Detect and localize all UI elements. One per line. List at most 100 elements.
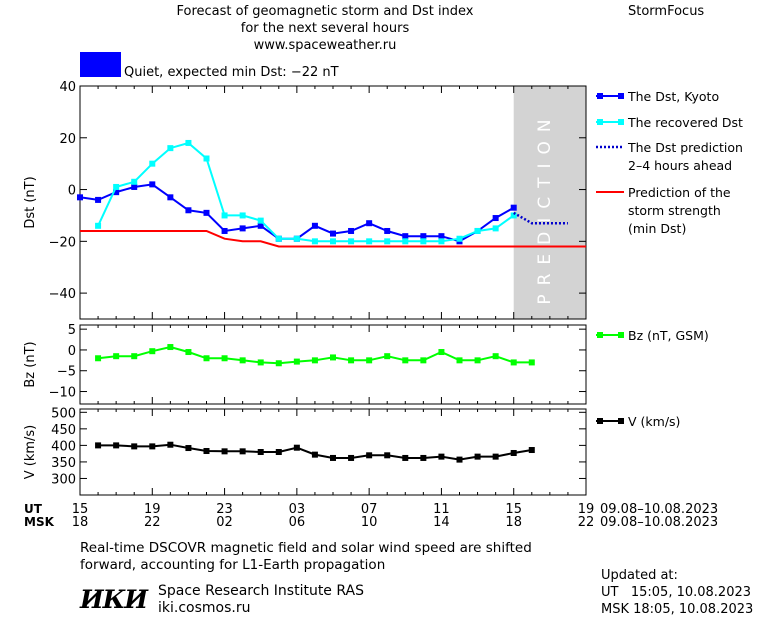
status-text: Quiet, expected min Dst: −22 nT <box>124 65 339 80</box>
iki-logo: ИКИ <box>80 585 148 614</box>
data-point <box>95 196 102 203</box>
data-point <box>167 194 174 201</box>
data-point <box>438 453 445 460</box>
data-point <box>384 238 391 245</box>
data-point <box>492 225 499 232</box>
data-point <box>438 238 445 245</box>
y-tick-label: 350 <box>51 456 76 471</box>
data-point <box>113 442 120 449</box>
legend-marker <box>597 93 603 99</box>
data-point <box>203 448 210 455</box>
legend-label: The Dst prediction <box>627 140 743 155</box>
data-point <box>239 448 246 455</box>
data-point <box>438 233 445 240</box>
y-tick-label: −40 <box>49 287 76 302</box>
msk-tick-label: 18 <box>71 515 89 530</box>
updated-msk: MSK 18:05, 10.08.2023 <box>601 602 754 617</box>
chart-title-url[interactable]: www.spaceweather.ru <box>253 38 397 53</box>
msk-tick-label: 06 <box>288 515 306 530</box>
series-line <box>79 183 515 243</box>
data-point <box>221 448 228 455</box>
data-point <box>510 212 517 219</box>
y-tick-label: 0 <box>68 184 76 199</box>
series-dst-1 <box>95 139 517 245</box>
data-point <box>167 441 174 448</box>
legend-item: The Dst prediction 2–4 hours ahead <box>596 140 743 173</box>
data-point <box>95 442 102 449</box>
data-point <box>131 183 138 190</box>
data-point <box>348 454 355 461</box>
ut-tick-label: 07 <box>360 502 378 517</box>
data-point <box>131 443 138 450</box>
y-tick-label: 450 <box>51 423 76 438</box>
data-point <box>384 452 391 459</box>
y-axis-label: V (km/s) <box>23 425 38 480</box>
data-point <box>239 357 246 364</box>
series-dst-3 <box>80 230 586 248</box>
msk-tick-label: 22 <box>144 515 161 530</box>
legend-item: Prediction of the storm strength (min Dst) <box>596 185 731 236</box>
data-point <box>167 344 174 351</box>
data-point <box>330 238 336 245</box>
data-point <box>149 160 156 167</box>
data-point <box>384 227 391 234</box>
footer-note-line1: Real-time DSCOVR magnetic field and sola… <box>80 540 532 556</box>
updated-ut: UT 15:05, 10.08.2023 <box>601 585 752 600</box>
chart-title-line1: Forecast of geomagnetic storm and Dst in… <box>176 4 474 19</box>
data-point <box>275 360 282 367</box>
y-tick-label: −10 <box>49 386 76 401</box>
institute-name: Space Research Institute RAS <box>158 583 364 599</box>
series-dst-0 <box>77 181 517 245</box>
data-point <box>528 447 535 454</box>
data-point <box>275 235 282 242</box>
legend-label: storm strength <box>628 203 721 218</box>
legend-item: V (km/s) <box>596 414 680 429</box>
updated-label: Updated at: <box>601 568 678 583</box>
ut-tick-label: 23 <box>216 502 233 517</box>
legend-label: The recovered Dst <box>627 115 743 130</box>
msk-tick-label: 14 <box>433 515 450 530</box>
data-point <box>456 357 463 364</box>
data-point <box>149 348 156 355</box>
series-v-0 <box>95 441 535 463</box>
legend-label: (min Dst) <box>628 221 686 236</box>
data-point <box>113 353 120 360</box>
msk-date-range: 09.08–10.08.2023 <box>600 515 719 530</box>
data-point <box>330 230 336 237</box>
data-point <box>221 212 228 219</box>
data-point <box>402 238 409 245</box>
ut-tick-label: 11 <box>433 502 450 517</box>
data-point <box>510 359 517 366</box>
data-point <box>221 227 228 234</box>
ut-tick-label: 15 <box>505 502 522 517</box>
data-point <box>149 181 156 188</box>
data-point <box>257 217 264 224</box>
legend-marker <box>618 119 624 125</box>
data-point <box>330 354 336 361</box>
data-point <box>113 189 120 196</box>
data-point <box>185 445 192 452</box>
data-point <box>474 357 481 364</box>
y-tick-label: 400 <box>51 439 76 454</box>
data-point <box>456 235 463 242</box>
panel-dst: PREDICTION 40 20 0 −20 −40 Dst (nT) The Dst, Ky… <box>23 80 743 320</box>
series-line <box>97 141 515 243</box>
footer-note-line2: forward, accounting for L1-Earth propaga… <box>80 557 386 573</box>
data-point <box>420 233 427 240</box>
data-point <box>275 449 282 455</box>
data-point <box>311 238 318 245</box>
data-point <box>384 353 391 360</box>
institute-url[interactable]: iki.cosmos.ru <box>158 600 251 616</box>
data-point <box>239 212 246 219</box>
data-point <box>492 215 499 222</box>
y-tick-label: 5 <box>68 323 76 338</box>
data-point <box>474 453 481 460</box>
legend-marker <box>618 93 624 99</box>
data-point <box>95 222 102 229</box>
msk-tick-label: 10 <box>360 515 378 530</box>
data-point <box>95 355 102 362</box>
data-point <box>239 225 246 232</box>
data-point <box>257 222 264 229</box>
y-tick-label: 40 <box>59 80 76 95</box>
